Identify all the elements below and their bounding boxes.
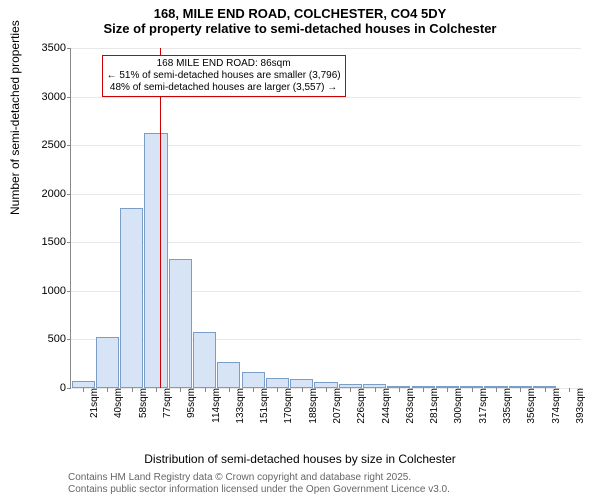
x-tick-mark — [107, 388, 108, 392]
y-tick-label: 500 — [48, 333, 71, 345]
x-tick-mark — [399, 388, 400, 392]
x-tick-mark — [277, 388, 278, 392]
annotation-line: ← 51% of semi-detached houses are smalle… — [107, 70, 341, 82]
histogram-bar — [266, 378, 289, 388]
histogram-bar — [144, 133, 167, 388]
x-tick-label: 356sqm — [524, 388, 537, 424]
x-tick-label: 133sqm — [233, 388, 246, 424]
chart-title-main: 168, MILE END ROAD, COLCHESTER, CO4 5DY — [0, 0, 600, 21]
x-tick-label: 188sqm — [306, 388, 319, 424]
x-tick-label: 151sqm — [257, 388, 270, 424]
histogram-bar — [193, 332, 216, 388]
x-tick-mark — [229, 388, 230, 392]
y-axis-label: Number of semi-detached properties — [8, 20, 22, 215]
x-tick-mark — [520, 388, 521, 392]
y-tick-label: 1500 — [42, 236, 71, 248]
x-tick-mark — [83, 388, 84, 392]
x-tick-mark — [156, 388, 157, 392]
annotation-box: 168 MILE END ROAD: 86sqm← 51% of semi-de… — [102, 55, 346, 97]
x-tick-mark — [302, 388, 303, 392]
x-tick-label: 281sqm — [427, 388, 440, 424]
x-tick-label: 77sqm — [160, 388, 173, 418]
x-tick-mark — [132, 388, 133, 392]
histogram-bar — [217, 362, 240, 388]
x-tick-mark — [423, 388, 424, 392]
y-tick-label: 3500 — [42, 42, 71, 54]
footer-line-2: Contains public sector information licen… — [68, 484, 450, 496]
y-tick-label: 2000 — [42, 188, 71, 200]
x-tick-mark — [472, 388, 473, 392]
plot-area: 050010001500200025003000350021sqm40sqm58… — [70, 48, 581, 389]
y-tick-label: 0 — [60, 382, 71, 394]
x-tick-label: 374sqm — [549, 388, 562, 424]
x-tick-label: 300sqm — [451, 388, 464, 424]
x-tick-label: 317sqm — [476, 388, 489, 424]
y-tick-label: 1000 — [42, 285, 71, 297]
gridline — [71, 48, 581, 49]
histogram-bar — [169, 259, 192, 388]
x-tick-mark — [205, 388, 206, 392]
x-tick-label: 207sqm — [330, 388, 343, 424]
x-tick-mark — [447, 388, 448, 392]
x-tick-label: 335sqm — [500, 388, 513, 424]
x-axis-label: Distribution of semi-detached houses by … — [0, 452, 600, 466]
x-tick-mark — [375, 388, 376, 392]
x-tick-mark — [545, 388, 546, 392]
x-tick-mark — [569, 388, 570, 392]
histogram-bar — [96, 337, 119, 388]
annotation-line: 168 MILE END ROAD: 86sqm — [107, 58, 341, 70]
x-tick-label: 226sqm — [354, 388, 367, 424]
reference-vline — [160, 48, 161, 388]
x-tick-label: 95sqm — [184, 388, 197, 418]
x-tick-label: 393sqm — [573, 388, 586, 424]
x-tick-label: 40sqm — [111, 388, 124, 418]
chart-footer: Contains HM Land Registry data © Crown c… — [68, 472, 450, 496]
chart-container: 168, MILE END ROAD, COLCHESTER, CO4 5DY … — [0, 0, 600, 500]
footer-line-1: Contains HM Land Registry data © Crown c… — [68, 472, 450, 484]
x-tick-label: 170sqm — [281, 388, 294, 424]
x-tick-label: 263sqm — [403, 388, 416, 424]
histogram-bar — [242, 372, 265, 389]
x-tick-label: 21sqm — [87, 388, 100, 418]
y-tick-label: 2500 — [42, 139, 71, 151]
chart-title-sub: Size of property relative to semi-detach… — [0, 21, 600, 40]
x-tick-mark — [326, 388, 327, 392]
x-tick-label: 244sqm — [379, 388, 392, 424]
x-tick-label: 114sqm — [209, 388, 222, 423]
y-tick-label: 3000 — [42, 91, 71, 103]
x-tick-mark — [253, 388, 254, 392]
x-tick-label: 58sqm — [136, 388, 149, 418]
x-tick-mark — [180, 388, 181, 392]
histogram-bar — [290, 379, 313, 388]
x-tick-mark — [496, 388, 497, 392]
histogram-bar — [120, 208, 143, 388]
histogram-bar — [72, 381, 95, 388]
x-tick-mark — [350, 388, 351, 392]
annotation-line: 48% of semi-detached houses are larger (… — [107, 82, 341, 94]
